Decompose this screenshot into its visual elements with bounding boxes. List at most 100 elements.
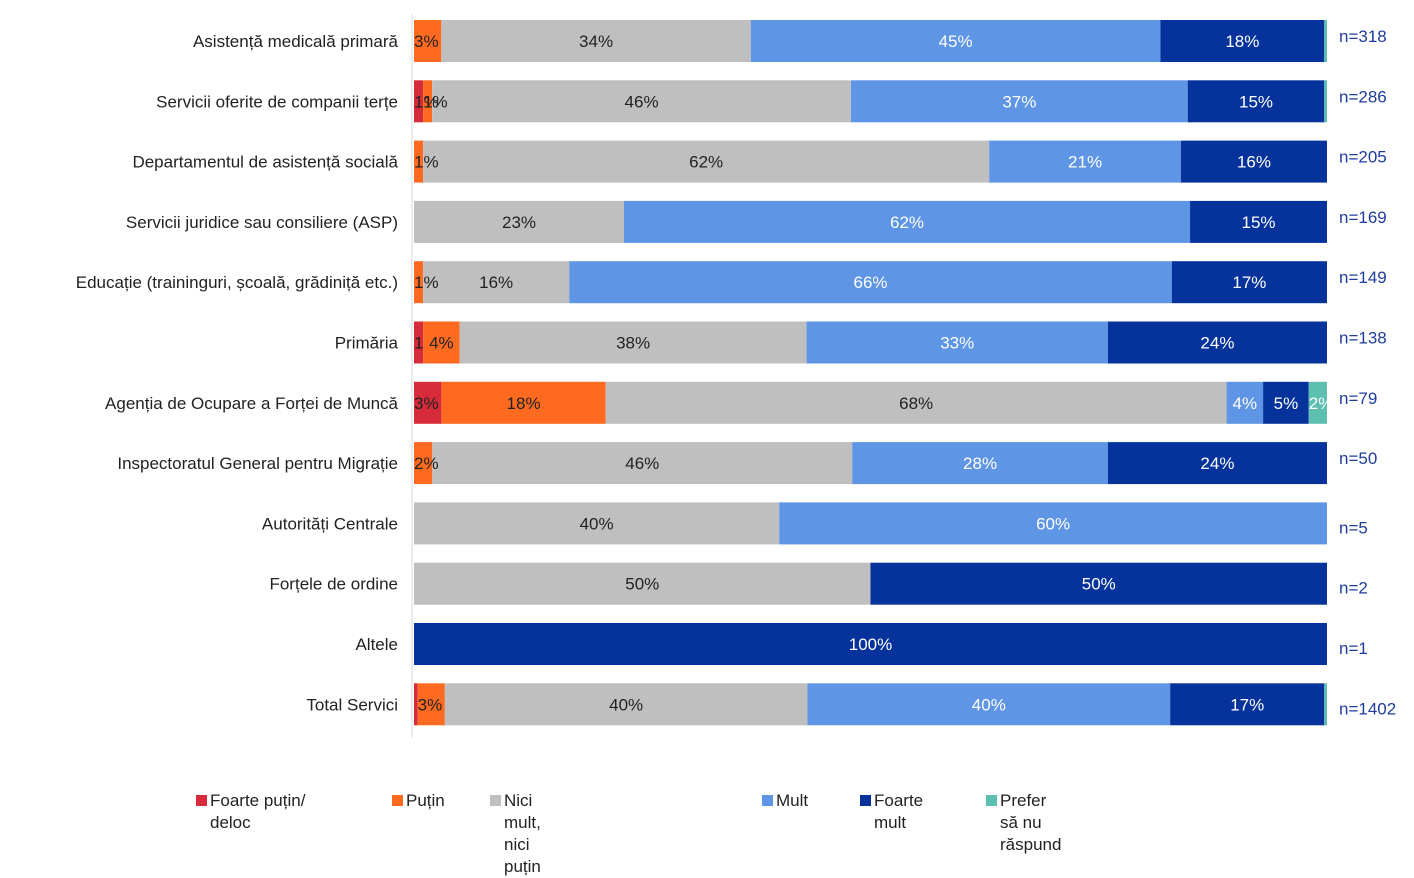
segment-label: 15% — [1239, 92, 1273, 111]
legend-item: Foarte mult — [860, 790, 923, 834]
segment-label: 17% — [1232, 273, 1266, 292]
segment-label: 2% — [414, 454, 439, 473]
segment-label: 16% — [479, 273, 513, 292]
segment-label: 1 — [414, 334, 423, 353]
segment-label: 100% — [849, 635, 892, 654]
segment-label: 1% — [414, 153, 439, 172]
segment-label: 1% — [414, 273, 439, 292]
bar-segment — [569, 261, 1172, 304]
bar-segment — [779, 502, 1327, 545]
segment-label: 40% — [609, 695, 643, 714]
sample-size-label: n=50 — [1339, 449, 1377, 468]
legend-swatch — [762, 795, 773, 806]
category-label: Asistență medicală primară — [193, 32, 399, 51]
bar-segment — [1190, 200, 1327, 243]
segment-label: 34% — [579, 32, 613, 51]
bar-segment — [414, 321, 424, 364]
legend-label: Foarte mult — [874, 791, 924, 832]
bar-segment — [414, 80, 424, 123]
legend-swatch — [196, 795, 207, 806]
bar-segments — [414, 20, 1327, 726]
legend-swatch — [860, 795, 871, 806]
segment-label: 4% — [1233, 394, 1258, 413]
sample-size-label: n=2 — [1339, 579, 1368, 598]
sample-size-label: n=318 — [1339, 27, 1387, 46]
segment-label: 40% — [580, 514, 614, 533]
bar-segment — [414, 502, 780, 545]
bar-segment — [1308, 381, 1327, 424]
sample-size-label: n=149 — [1339, 268, 1387, 287]
bar-segment — [605, 381, 1227, 424]
bar-segment — [870, 562, 1327, 605]
sample-size-label: n=138 — [1339, 329, 1387, 348]
segment-label: 4% — [429, 334, 454, 353]
category-label: Agenția de Ocupare a Forței de Muncă — [105, 394, 398, 413]
sample-size-label: n=205 — [1339, 148, 1387, 167]
legend-label: Puțin — [406, 791, 445, 810]
segment-label: 46% — [625, 92, 659, 111]
category-label: Servicii oferite de companii terțe — [156, 92, 398, 111]
segment-label: 18% — [1225, 32, 1259, 51]
bar-segment — [1107, 442, 1327, 485]
segment-label: 17% — [1230, 695, 1264, 714]
legend-item: Mult — [762, 790, 808, 812]
segment-label: 23% — [502, 213, 536, 232]
bar-segment — [423, 80, 433, 123]
bar-segment — [1324, 20, 1327, 62]
legend-label: Prefer să nu răspund — [1000, 791, 1062, 854]
bar-segment — [1180, 140, 1327, 183]
category-label: Altele — [355, 635, 398, 654]
bar-segment — [1160, 20, 1325, 62]
legend-swatch — [986, 795, 997, 806]
segment-label: 1% — [414, 92, 439, 111]
bar-segment — [441, 381, 606, 424]
bar-segment — [423, 321, 460, 364]
segment-label: 1% — [423, 92, 448, 111]
stacked-bar-chart: Asistență medicală primară Servicii oferi… — [76, 14, 1396, 738]
segment-label: 16% — [1237, 153, 1271, 172]
segment-label: 46% — [625, 454, 659, 473]
segment-label: 40% — [972, 695, 1006, 714]
segment-label: 50% — [625, 575, 659, 594]
category-label: Autorități Centrale — [262, 514, 398, 533]
bar-segment — [414, 261, 424, 304]
legend-item: Prefer să nu răspund — [986, 790, 1061, 856]
segment-label: 68% — [899, 394, 933, 413]
category-label: Educație (traininguri, școală, grădiniță… — [76, 273, 398, 292]
bar-segment — [1324, 80, 1327, 123]
segment-label: 5% — [1274, 394, 1299, 413]
legend-item: Puțin — [392, 790, 445, 812]
legend-label: Mult — [776, 791, 809, 810]
bar-segment — [414, 442, 433, 485]
sample-size-label: n=1402 — [1339, 699, 1396, 718]
category-label: Servicii juridice sau consiliere (ASP) — [126, 213, 398, 232]
legend-label: Nici mult, nici puțin — [504, 791, 541, 876]
segment-label: 62% — [689, 153, 723, 172]
bar-segment — [432, 80, 851, 123]
segment-label: 3% — [414, 394, 439, 413]
segment-label: 2% — [1309, 394, 1334, 413]
bar-segment — [850, 80, 1188, 123]
segment-label: 21% — [1068, 153, 1102, 172]
bar-segment — [807, 683, 1171, 726]
bar-segment — [852, 442, 1108, 485]
category-label: Forțele de ordine — [269, 575, 398, 594]
bar-segment — [441, 20, 751, 62]
sample-size-label: n=286 — [1339, 87, 1387, 106]
bar-segment — [1171, 261, 1327, 304]
sample-size-label: n=169 — [1339, 208, 1387, 227]
category-label: Primăria — [335, 334, 399, 353]
segment-label: 37% — [1002, 92, 1036, 111]
segment-label: 15% — [1242, 213, 1276, 232]
segment-label: 3% — [418, 695, 443, 714]
segment-label: 3% — [414, 32, 439, 51]
bar-segment — [417, 683, 445, 726]
segment-label: 33% — [940, 334, 974, 353]
bar-segment — [806, 321, 1108, 364]
segment-label: 28% — [963, 454, 997, 473]
legend-item: Nici mult, nici puțin — [490, 790, 541, 878]
sample-size-label: n=5 — [1339, 518, 1368, 537]
sample-size-label: n=1 — [1339, 639, 1368, 658]
bar-segment — [423, 140, 990, 183]
bar-segment — [1187, 80, 1325, 123]
